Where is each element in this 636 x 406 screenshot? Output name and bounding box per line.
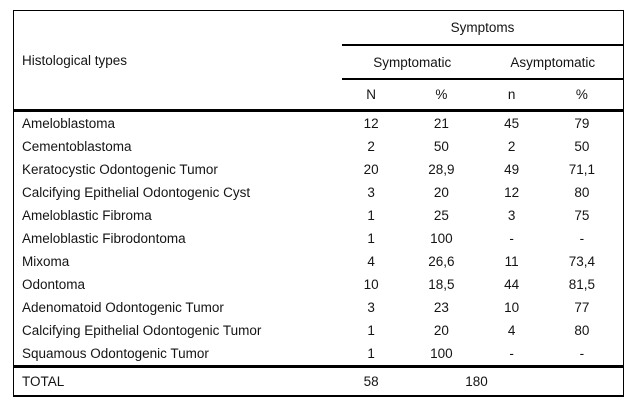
- row-label: Cementoblastoma: [22, 139, 132, 154]
- row-label: Mixoma: [22, 254, 70, 269]
- cell-value: 12: [504, 185, 520, 200]
- row-label: Ameloblastic Fibroma: [22, 208, 152, 223]
- cell-value: 23: [433, 300, 449, 315]
- row-label: Odontoma: [22, 277, 86, 292]
- total-asymptomatic-value: 180: [465, 374, 488, 389]
- col-header-pct-symptomatic: %: [412, 79, 483, 112]
- cell-value: 50: [433, 139, 449, 154]
- cell-value: 4: [367, 254, 375, 269]
- cell-value: 80: [574, 323, 590, 338]
- cell-value: 100: [412, 342, 483, 368]
- cell-value: 25: [433, 208, 449, 223]
- row-label: Ameloblastoma: [22, 116, 116, 131]
- col-header-n-asymptomatic: n: [482, 79, 553, 112]
- table-header: Histological types Symptoms Symptomatic …: [14, 11, 623, 112]
- cell-value: 79: [574, 116, 590, 131]
- table-row: Ameloblastic Fibroma 1 25 3 75: [14, 204, 623, 227]
- table-row: Ameloblastic Fibrodontoma 1 100 - -: [14, 227, 623, 250]
- row-label: Calcifying Epithelial Odontogenic Tumor: [22, 323, 262, 338]
- cell-value: 80: [574, 185, 590, 200]
- cell-value: 100: [430, 231, 453, 246]
- cell-value: 1: [342, 342, 413, 368]
- cell-value: 77: [574, 300, 590, 315]
- cell-value: 11: [504, 254, 519, 269]
- col-header-symptomatic: Symptomatic: [342, 45, 483, 80]
- cell-value: 12: [363, 116, 379, 131]
- cell-value: 75: [574, 208, 590, 223]
- cell-value: 10: [363, 277, 379, 292]
- row-label: Adenomatoid Odontogenic Tumor: [22, 300, 224, 315]
- histology-symptoms-table: Histological types Symptoms Symptomatic …: [13, 10, 624, 397]
- cell-value: 3: [507, 208, 516, 223]
- header-row-subcolumns: N % n %: [14, 79, 623, 112]
- cell-value: 21: [433, 116, 449, 131]
- table-body: Ameloblastoma 12 21 45 79 Cementoblastom…: [14, 111, 623, 396]
- cell-value: -: [579, 231, 585, 246]
- row-label: Calcifying Epithelial Odontogenic Cyst: [22, 185, 251, 200]
- col-header-histological-types: Histological types: [14, 11, 342, 112]
- cell-value: 3: [367, 300, 375, 315]
- cell-value: -: [509, 231, 514, 246]
- table-row: Ameloblastoma 12 21 45 79: [14, 111, 623, 136]
- cell-value: 1: [367, 323, 375, 338]
- cell-value: 10: [504, 300, 520, 315]
- cell-value: 2: [507, 139, 516, 154]
- cell-value: 45: [504, 116, 520, 131]
- cell-value: 20: [433, 323, 449, 338]
- row-label: Keratocystic Odontogenic Tumor: [22, 162, 218, 177]
- cell-value: 50: [574, 139, 590, 154]
- table-row: Mixoma 4 26,6 11 73,4: [14, 250, 623, 273]
- cell-value: -: [552, 342, 623, 368]
- total-symptomatic-value: 58: [363, 374, 379, 389]
- col-header-asymptomatic: Asymptomatic: [482, 45, 623, 80]
- total-empty-cell: [553, 367, 623, 396]
- table-row: Keratocystic Odontogenic Tumor 20 28,9 4…: [14, 158, 623, 181]
- table-row: Calcifying Epithelial Odontogenic Cyst 3…: [14, 181, 623, 204]
- cell-value: 49: [504, 162, 520, 177]
- table-row: Squamous Odontogenic Tumor 1 100 - -: [14, 342, 623, 368]
- header-row-groups: Symptomatic Asymptomatic: [14, 45, 623, 80]
- table-row: Cementoblastoma 2 50 2 50: [14, 135, 623, 158]
- cell-value: 73,4: [568, 254, 596, 269]
- cell-value: -: [482, 342, 553, 368]
- cell-value: 4: [507, 323, 516, 338]
- cell-value: 26,6: [428, 254, 455, 269]
- table-row: Calcifying Epithelial Odontogenic Tumor …: [14, 319, 623, 342]
- total-row: TOTAL 58 180: [14, 367, 623, 396]
- col-header-symptoms: Symptoms: [342, 11, 623, 46]
- cell-value: 2: [367, 139, 375, 154]
- cell-value: 28,9: [428, 162, 455, 177]
- col-header-n-symptomatic: N: [342, 79, 413, 112]
- table-row: Adenomatoid Odontogenic Tumor 3 23 10 77: [14, 296, 623, 319]
- data-table: Histological types Symptoms Symptomatic …: [14, 11, 623, 395]
- cell-value: 3: [367, 185, 375, 200]
- cell-value: 44: [504, 277, 520, 292]
- total-label: TOTAL: [22, 374, 65, 389]
- cell-value: 81,5: [568, 277, 596, 292]
- header-row-symptoms: Histological types Symptoms: [14, 11, 623, 112]
- col-header-pct-asymptomatic: %: [552, 79, 623, 112]
- table-row: Odontoma 10 18,5 44 81,5: [14, 273, 623, 296]
- cell-value: 20: [363, 162, 379, 177]
- cell-value: 20: [433, 185, 449, 200]
- row-label: Squamous Odontogenic Tumor: [14, 342, 342, 368]
- cell-value: 71,1: [568, 162, 596, 177]
- cell-value: 18,5: [428, 277, 455, 292]
- cell-value: 1: [367, 231, 375, 246]
- cell-value: 1: [367, 208, 375, 223]
- row-label: Ameloblastic Fibrodontoma: [22, 231, 186, 246]
